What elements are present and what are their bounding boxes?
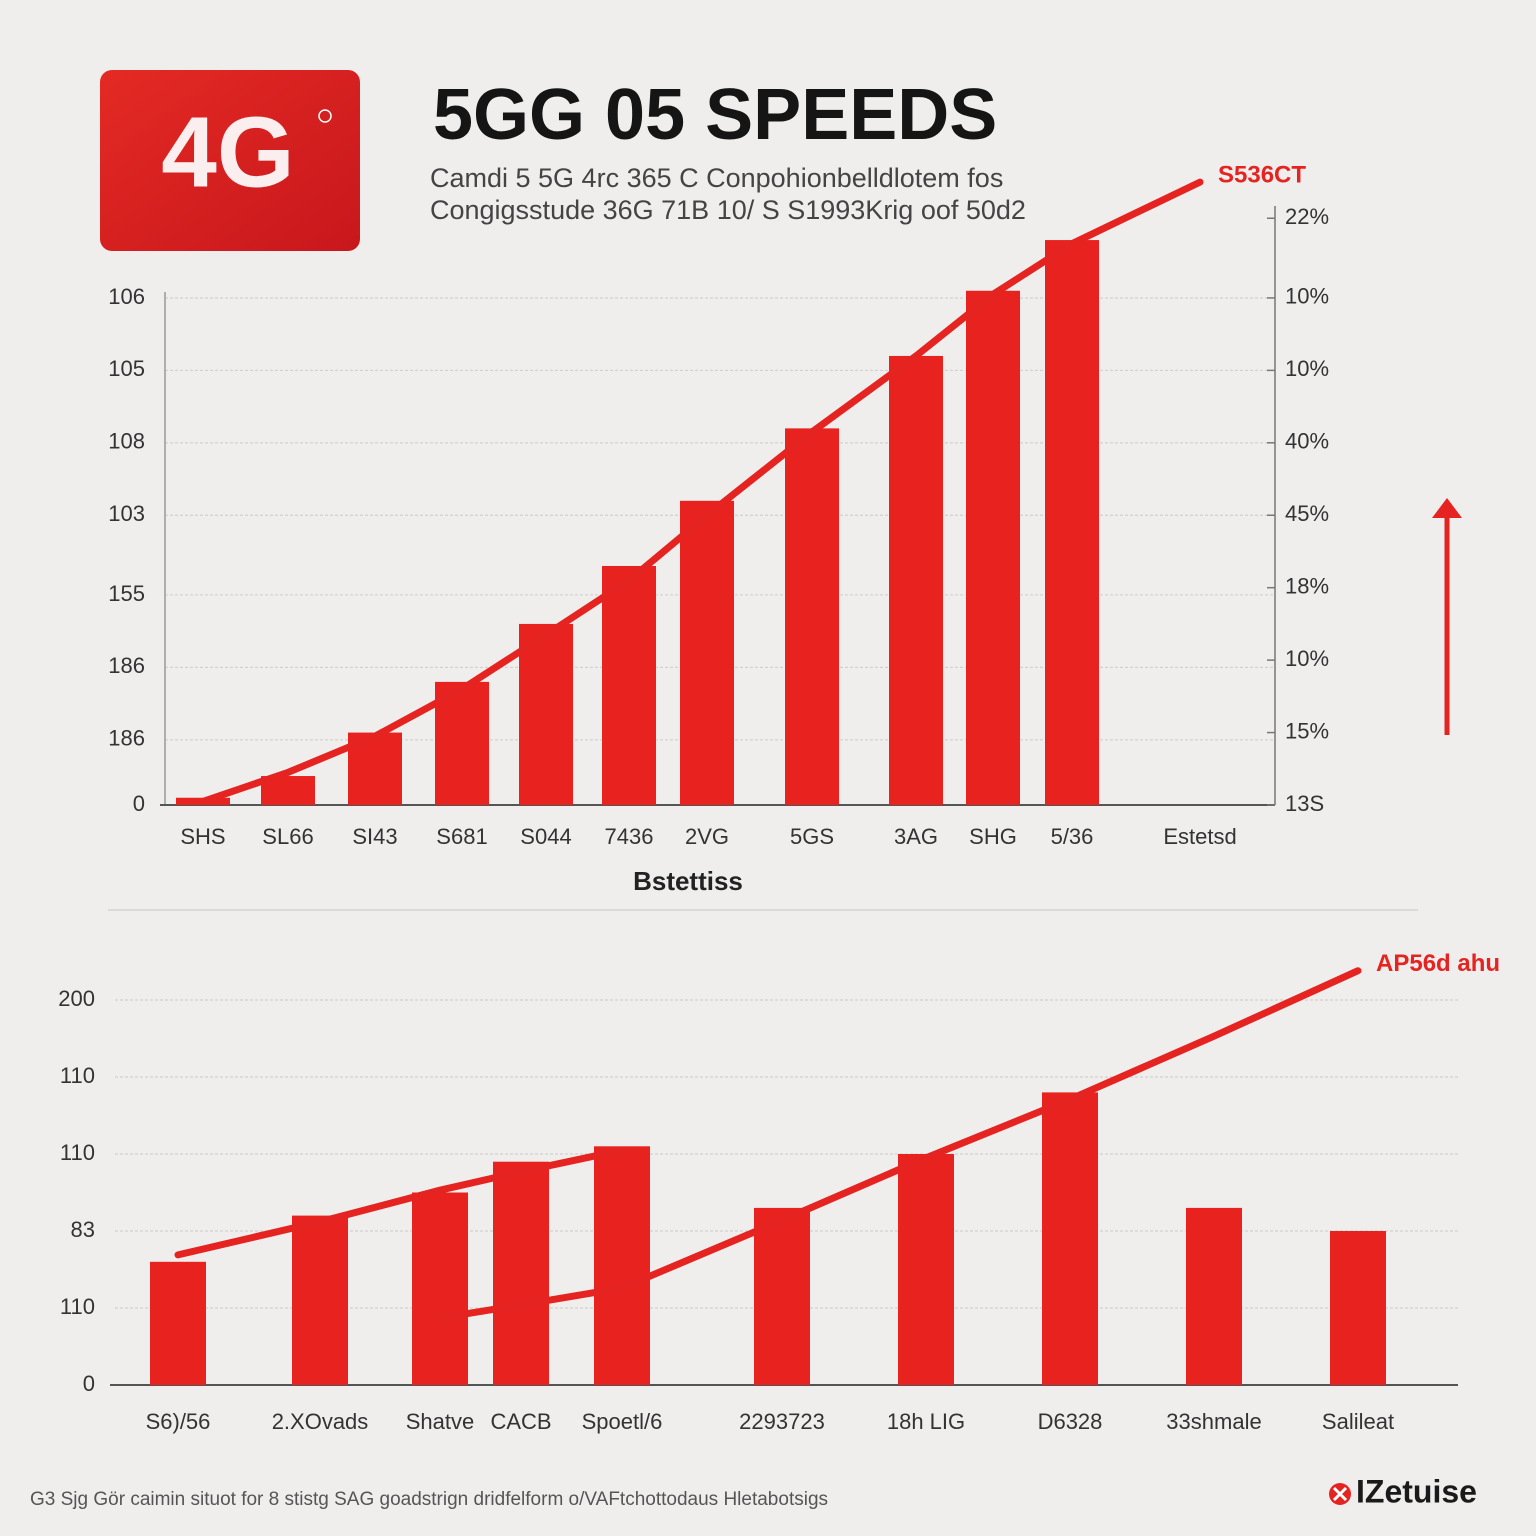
bar (1186, 1207, 1242, 1385)
y-tick-label: 110 (60, 1140, 95, 1165)
logo: IZetuise (1356, 1473, 1477, 1509)
bar (966, 290, 1020, 805)
x-tick-label: 18h LIG (887, 1409, 965, 1434)
bar (519, 623, 573, 805)
bar (889, 355, 943, 805)
y2-tick-label: 45% (1285, 501, 1329, 526)
bar (292, 1215, 348, 1385)
badge-mark (318, 109, 332, 123)
y-tick-label: 110 (60, 1294, 95, 1319)
badge (100, 70, 360, 251)
x-axis-title: Bstettiss (633, 866, 743, 896)
y-tick-label: 83 (71, 1217, 95, 1242)
x-tick-label: S6)/56 (146, 1409, 211, 1434)
x-tick-label: Salileat (1322, 1409, 1394, 1434)
x-tick-label: SHG (969, 824, 1017, 849)
x-tick-label: SL66 (262, 824, 313, 849)
series-label: AP56d ahu (1376, 950, 1500, 977)
y-tick-label: 103 (108, 501, 145, 526)
bar (898, 1154, 954, 1385)
x-tick-label: 2VG (685, 824, 729, 849)
y2-tick-label: 10% (1285, 284, 1329, 309)
subtitle: Camdi 5 5G 4rc 365 C Conpohionbelldlotem… (430, 163, 1003, 193)
x-tick-label: Spoetl/6 (582, 1409, 663, 1434)
bar (680, 500, 734, 805)
line (174, 1146, 626, 1259)
y-tick-label: 186 (108, 653, 145, 678)
x-tick-label: S681 (436, 824, 487, 849)
y-tick-label: 106 (108, 284, 145, 309)
y2-tick-label: 18% (1285, 573, 1329, 598)
x-tick-label: 5GS (790, 824, 834, 849)
y2-tick-label: 10% (1285, 356, 1329, 381)
line (436, 967, 1362, 1322)
bar (785, 428, 839, 805)
logo-icon-x (1332, 1486, 1348, 1502)
bar (150, 1261, 206, 1385)
series-label: S536CT (1218, 161, 1306, 188)
line (199, 178, 1204, 805)
footer-note: G3 Sjg Gör caimin situot for 8 stistg SA… (30, 1489, 828, 1510)
x-tick-label: CACB (490, 1409, 551, 1434)
x-tick-label: 3AG (894, 824, 938, 849)
bar (493, 1161, 549, 1385)
x-tick-label: 5/36 (1051, 824, 1094, 849)
bar (602, 565, 656, 805)
y2-tick-label: 40% (1285, 429, 1329, 454)
badge-text: 4G (161, 96, 294, 208)
x-tick-label: 7436 (605, 824, 654, 849)
x-tick-label: 2293723 (739, 1409, 825, 1434)
bar (594, 1146, 650, 1385)
y-tick-label: 110 (60, 1063, 95, 1088)
y2-tick-label: 13S (1285, 791, 1324, 816)
subtitle: Congigsstude 36G 71B 10/ S S1993Krig oof… (430, 195, 1026, 225)
x-tick-label: SHS (180, 824, 225, 849)
y-tick-label: 186 (108, 726, 145, 751)
bar (412, 1192, 468, 1385)
y-tick-label: 200 (58, 986, 95, 1011)
y-tick-label: 0 (83, 1371, 95, 1396)
x-tick-label: 33shmale (1166, 1409, 1261, 1434)
bar (1045, 240, 1099, 806)
chart-title: 5GG 05 SPEEDS (433, 75, 997, 155)
x-tick-label: SI43 (352, 824, 397, 849)
y-tick-label: 105 (108, 356, 145, 381)
y2-tick-label: 22% (1285, 204, 1329, 229)
x-tick-label: Shatve (406, 1409, 475, 1434)
y-tick-label: 0 (133, 791, 145, 816)
y-tick-label: 108 (108, 429, 145, 454)
x-tick-label: S044 (520, 824, 571, 849)
bar (1330, 1231, 1386, 1385)
y2-tick-label: 10% (1285, 646, 1329, 671)
bar (754, 1207, 810, 1385)
y2-tick-label: 15% (1285, 718, 1329, 743)
x-tick-label: Estetsd (1163, 824, 1236, 849)
x-tick-label: 2.XOvads (272, 1409, 369, 1434)
x-tick-label: D6328 (1038, 1409, 1103, 1434)
y-tick-label: 155 (108, 581, 145, 606)
bar (1042, 1092, 1098, 1385)
arrow-head (1432, 498, 1462, 518)
